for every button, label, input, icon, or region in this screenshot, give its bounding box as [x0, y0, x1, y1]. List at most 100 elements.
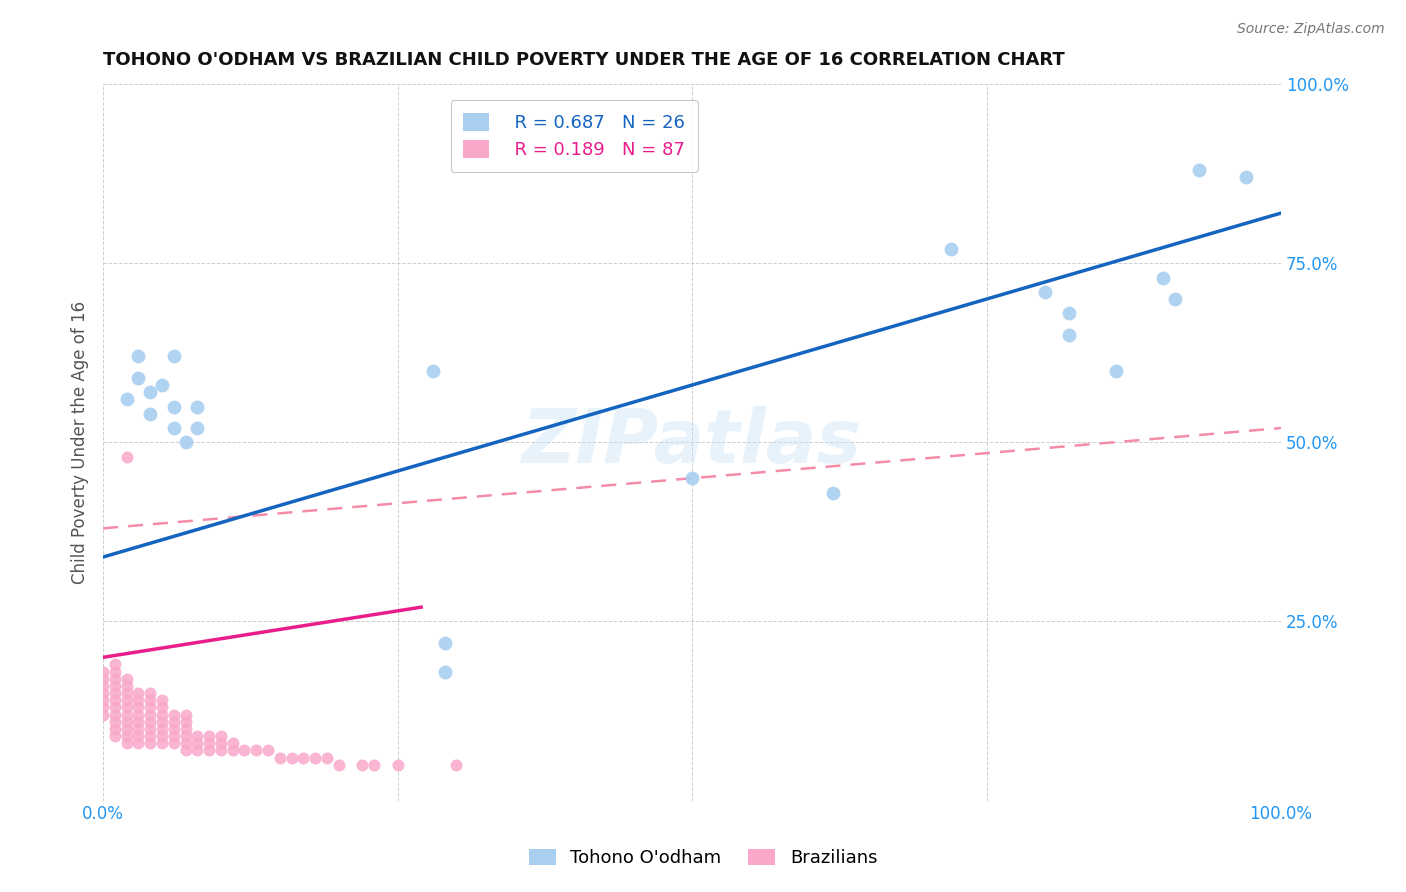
- Point: [104, 686, 127, 700]
- Point: [186, 729, 208, 743]
- Y-axis label: Child Poverty Under the Age of 16: Child Poverty Under the Age of 16: [72, 301, 89, 584]
- Point: [316, 750, 339, 764]
- Point: [433, 665, 456, 679]
- Point: [292, 750, 315, 764]
- Point: [163, 350, 186, 364]
- Point: [163, 714, 186, 729]
- Point: [198, 729, 221, 743]
- Point: [127, 714, 149, 729]
- Point: [174, 729, 197, 743]
- Point: [1152, 270, 1174, 285]
- Point: [127, 371, 149, 385]
- Point: [115, 679, 138, 693]
- Point: [280, 750, 302, 764]
- Point: [139, 700, 162, 714]
- Point: [104, 657, 127, 672]
- Point: [115, 450, 138, 464]
- Point: [387, 757, 409, 772]
- Point: [91, 693, 114, 707]
- Point: [127, 736, 149, 750]
- Point: [163, 736, 186, 750]
- Point: [198, 736, 221, 750]
- Point: [1057, 306, 1080, 320]
- Point: [446, 757, 468, 772]
- Point: [433, 636, 456, 650]
- Point: [209, 729, 232, 743]
- Point: [174, 736, 197, 750]
- Point: [115, 693, 138, 707]
- Point: [174, 714, 197, 729]
- Legend:   R = 0.687   N = 26,   R = 0.189   N = 87: R = 0.687 N = 26, R = 0.189 N = 87: [451, 100, 697, 171]
- Point: [139, 729, 162, 743]
- Point: [115, 392, 138, 407]
- Point: [422, 364, 444, 378]
- Point: [139, 693, 162, 707]
- Point: [115, 729, 138, 743]
- Point: [139, 736, 162, 750]
- Point: [139, 722, 162, 736]
- Point: [209, 736, 232, 750]
- Point: [104, 665, 127, 679]
- Point: [127, 350, 149, 364]
- Point: [186, 743, 208, 757]
- Point: [186, 400, 208, 414]
- Point: [941, 242, 963, 256]
- Point: [221, 736, 243, 750]
- Point: [127, 722, 149, 736]
- Point: [150, 693, 173, 707]
- Point: [1035, 285, 1057, 299]
- Point: [127, 707, 149, 722]
- Point: [115, 736, 138, 750]
- Point: [150, 714, 173, 729]
- Point: [104, 714, 127, 729]
- Point: [823, 485, 845, 500]
- Point: [127, 700, 149, 714]
- Point: [1234, 170, 1257, 185]
- Text: ZIPatlas: ZIPatlas: [522, 406, 862, 479]
- Point: [139, 407, 162, 421]
- Point: [139, 714, 162, 729]
- Legend: Tohono O'odham, Brazilians: Tohono O'odham, Brazilians: [522, 841, 884, 874]
- Point: [269, 750, 291, 764]
- Point: [115, 722, 138, 736]
- Point: [1164, 292, 1187, 306]
- Point: [186, 421, 208, 435]
- Point: [1057, 327, 1080, 342]
- Point: [139, 707, 162, 722]
- Point: [174, 743, 197, 757]
- Point: [91, 665, 114, 679]
- Point: [233, 743, 256, 757]
- Point: [104, 707, 127, 722]
- Point: [163, 421, 186, 435]
- Point: [115, 714, 138, 729]
- Point: [163, 400, 186, 414]
- Point: [104, 672, 127, 686]
- Point: [104, 693, 127, 707]
- Point: [328, 757, 350, 772]
- Point: [174, 722, 197, 736]
- Text: Source: ZipAtlas.com: Source: ZipAtlas.com: [1237, 22, 1385, 37]
- Point: [163, 707, 186, 722]
- Point: [1187, 163, 1209, 178]
- Point: [139, 686, 162, 700]
- Point: [150, 729, 173, 743]
- Point: [104, 679, 127, 693]
- Point: [209, 743, 232, 757]
- Point: [91, 707, 114, 722]
- Point: [681, 471, 703, 485]
- Point: [150, 707, 173, 722]
- Point: [115, 700, 138, 714]
- Point: [174, 707, 197, 722]
- Point: [304, 750, 326, 764]
- Point: [91, 679, 114, 693]
- Point: [150, 378, 173, 392]
- Point: [91, 700, 114, 714]
- Point: [127, 686, 149, 700]
- Point: [150, 722, 173, 736]
- Point: [127, 729, 149, 743]
- Text: TOHONO O'ODHAM VS BRAZILIAN CHILD POVERTY UNDER THE AGE OF 16 CORRELATION CHART: TOHONO O'ODHAM VS BRAZILIAN CHILD POVERT…: [103, 51, 1064, 69]
- Point: [150, 700, 173, 714]
- Point: [1105, 364, 1128, 378]
- Point: [352, 757, 374, 772]
- Point: [150, 736, 173, 750]
